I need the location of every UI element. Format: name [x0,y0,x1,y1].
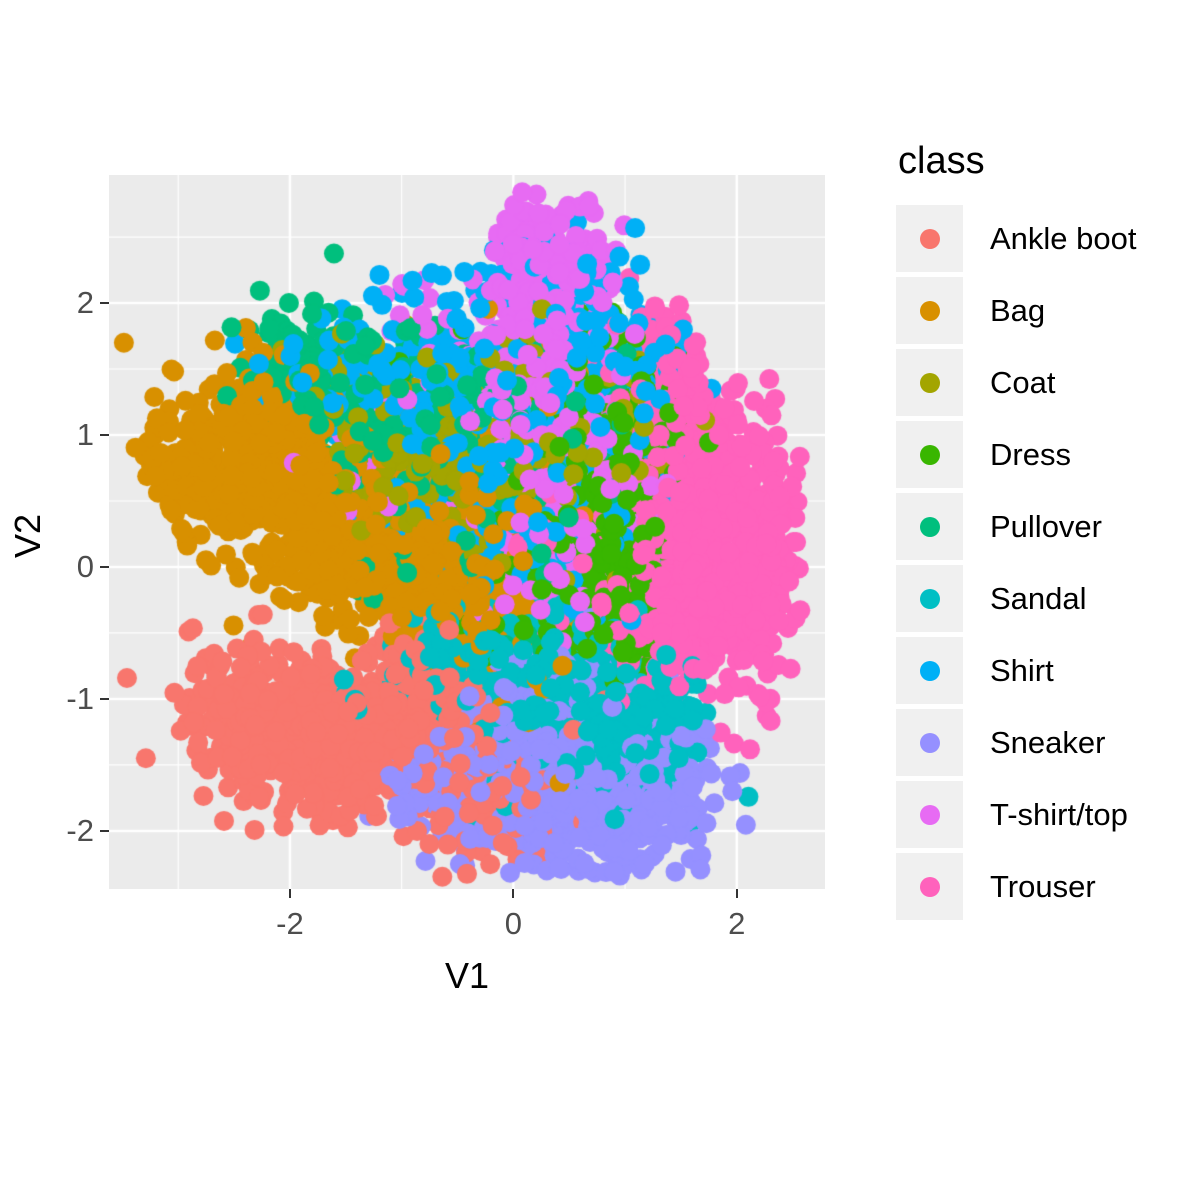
legend-dot-icon [919,732,940,753]
x-tick-mark [735,889,738,898]
legend-key [896,565,963,632]
legend-item: Shirt [896,637,1137,704]
legend-label: Pullover [990,508,1102,544]
legend-key [896,637,963,704]
legend-key [896,853,963,920]
x-tick-label: 2 [728,906,746,941]
y-tick-label: 1 [76,416,94,452]
legend-key [896,421,963,488]
y-tick-label: 0 [76,548,94,584]
legend-item: Trouser [896,853,1137,920]
legend-label: Sandal [990,580,1087,616]
legend-label: T-shirt/top [990,796,1128,832]
legend-dot-icon [919,372,940,393]
legend-label: Bag [990,292,1046,328]
legend-item: Dress [896,421,1137,488]
legend-item: Ankle boot [896,205,1137,272]
legend-key [896,781,963,848]
legend-key [896,205,963,272]
x-tick-mark [288,889,291,898]
legend-key [896,709,963,776]
y-tick-mark [100,302,109,305]
legend-label: Sneaker [990,724,1106,760]
legend-item: Sneaker [896,709,1137,776]
legend-dot-icon [919,300,940,321]
y-tick-label: -2 [66,812,94,848]
legend: class Ankle boot Bag Coat Dress Pullover Sand… [896,140,1137,925]
legend-item: Bag [896,277,1137,344]
legend-label: Trouser [990,868,1096,904]
legend-item: Sandal [896,565,1137,632]
legend-dot-icon [919,660,940,681]
legend-dot-icon [919,228,940,249]
y-axis-title: V2 [7,513,48,559]
legend-dot-icon [919,876,940,897]
x-tick-label: -2 [276,906,304,941]
legend-items: Ankle boot Bag Coat Dress Pullover Sandal Shir… [896,205,1137,920]
legend-label: Ankle boot [990,220,1137,256]
plot-panel [109,175,825,889]
legend-item: Coat [896,349,1137,416]
y-tick-label: -1 [66,680,94,716]
legend-key [896,277,963,344]
y-tick-mark [100,829,109,832]
legend-label: Dress [990,436,1071,472]
legend-item: T-shirt/top [896,781,1137,848]
y-tick-mark [100,433,109,436]
x-tick-mark [512,889,515,898]
legend-key [896,493,963,560]
legend-label: Coat [990,364,1056,400]
legend-dot-icon [919,588,940,609]
x-tick-label: 0 [504,906,522,941]
legend-title: class [898,140,985,182]
scatter-canvas [109,175,825,889]
legend-label: Shirt [990,652,1054,688]
y-tick-mark [100,697,109,700]
legend-dot-icon [919,444,940,465]
legend-dot-icon [919,804,940,825]
y-tick-label: 2 [76,285,94,321]
legend-key [896,349,963,416]
x-axis-title: V1 [444,955,490,996]
legend-item: Pullover [896,493,1137,560]
y-tick-mark [100,565,109,568]
legend-dot-icon [919,516,940,537]
